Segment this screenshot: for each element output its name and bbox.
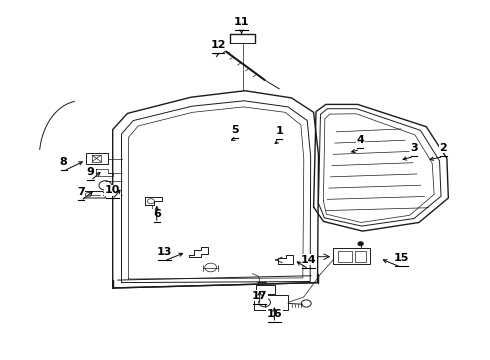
Text: 2: 2 — [440, 143, 447, 153]
Text: 11: 11 — [234, 17, 249, 27]
Bar — [256, 285, 275, 294]
Bar — [92, 155, 101, 162]
Text: 16: 16 — [267, 309, 282, 319]
Polygon shape — [113, 91, 318, 288]
Bar — [338, 251, 352, 262]
Text: 8: 8 — [60, 157, 68, 167]
Text: 13: 13 — [156, 247, 172, 257]
Text: 1: 1 — [275, 126, 283, 136]
Bar — [86, 153, 108, 164]
Bar — [355, 251, 366, 262]
Text: 7: 7 — [77, 187, 85, 197]
Polygon shape — [278, 255, 293, 264]
Polygon shape — [145, 197, 162, 205]
Text: 10: 10 — [105, 185, 121, 195]
Polygon shape — [314, 104, 448, 231]
Text: 12: 12 — [210, 40, 226, 50]
Polygon shape — [96, 169, 113, 176]
Polygon shape — [189, 247, 208, 257]
Bar — [254, 295, 288, 310]
Polygon shape — [84, 192, 105, 198]
Text: 6: 6 — [153, 209, 161, 219]
Text: 9: 9 — [87, 167, 95, 177]
Text: 5: 5 — [231, 125, 239, 135]
Circle shape — [358, 242, 363, 246]
Text: 3: 3 — [410, 143, 418, 153]
Bar — [333, 248, 370, 264]
Text: 17: 17 — [252, 291, 268, 301]
Text: 4: 4 — [356, 135, 364, 145]
Text: 14: 14 — [301, 255, 317, 265]
Text: 15: 15 — [394, 253, 410, 264]
